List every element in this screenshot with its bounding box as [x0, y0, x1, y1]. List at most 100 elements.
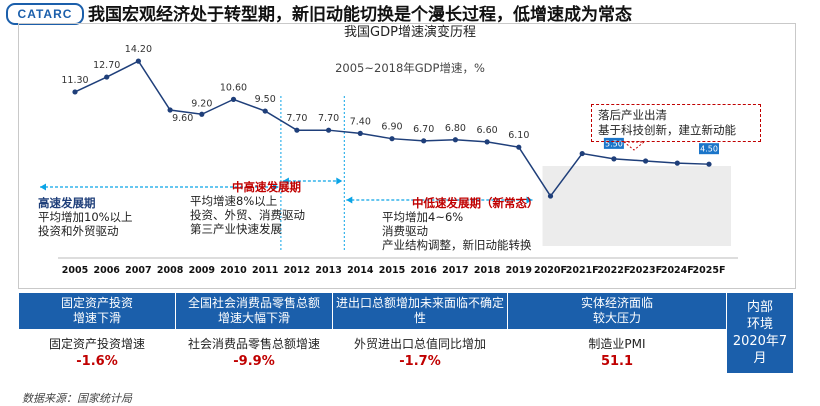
phase2-annotation: 中高速发展期 平均增速8%以上 投资、外贸、消费驱动 第三产业快速发展 — [190, 180, 305, 236]
data-label-2016: 6.70 — [413, 124, 434, 135]
x-tick-2021F: 2021F — [566, 265, 599, 276]
indicator-table: 固定资产投资 增速下滑 全国社会消费品零售总额 增速大幅下滑 进出口总额增加未来面临… — [18, 292, 794, 374]
metric-fixed-asset: 固定资产投资增速 -1.6% — [18, 329, 176, 374]
metric-label: 制造业PMI — [588, 336, 646, 351]
phase2-title: 中高速发展期 — [232, 180, 301, 194]
data-label-2025F: 4.50 — [700, 145, 718, 154]
x-tick-2005: 2005 — [62, 265, 88, 276]
phase1-line-2: 投资和外贸驱动 — [38, 224, 119, 238]
header-trade: 进出口总额增加未来面临不确定性 — [332, 292, 508, 330]
data-label-2012: 7.70 — [286, 113, 307, 124]
page-headline: 我国宏观经济处于转型期，新旧动能切换是个漫长过程，低增速成为常态 — [88, 5, 632, 25]
metric-label: 外贸进出口总值同比增加 — [353, 336, 486, 351]
catarc-logo: CATARC — [6, 3, 84, 25]
data-point-2009 — [199, 111, 205, 117]
header-fixed-asset: 固定资产投资 增速下滑 — [18, 292, 176, 330]
x-tick-2017: 2017 — [442, 265, 468, 276]
data-point-2017 — [452, 137, 458, 143]
x-tick-2018: 2018 — [474, 265, 501, 276]
forecast-shading — [542, 166, 731, 246]
data-point-2011 — [262, 108, 268, 114]
data-point-2025F — [706, 161, 712, 167]
phase2-arrow-head-left — [282, 177, 289, 185]
header-real-economy: 实体经济面临 较大压力 — [507, 292, 727, 330]
phase1-arrow-head-left — [40, 183, 46, 191]
phase3-line-3: 产业结构调整，新旧动能转换 — [382, 238, 532, 252]
callout-pointer — [622, 141, 646, 151]
x-tick-2007: 2007 — [125, 265, 151, 276]
data-point-2015 — [389, 136, 395, 142]
data-point-2023F — [643, 158, 649, 164]
metric-value: -1.6% — [76, 353, 118, 369]
metric-label: 社会消费品零售总额增速 — [187, 336, 320, 351]
data-label-2015: 6.90 — [381, 122, 402, 133]
phase3-line-2: 消费驱动 — [382, 224, 428, 238]
data-label-2017: 6.80 — [445, 123, 466, 134]
data-point-2006 — [104, 74, 110, 80]
callout-line-1: 落后产业出清 — [598, 108, 667, 122]
data-point-2022F — [611, 156, 617, 162]
data-label-box-2022F — [603, 137, 624, 149]
data-label-2008: 9.60 — [172, 113, 193, 124]
data-label-box-2025F — [699, 143, 719, 155]
data-point-2014 — [357, 130, 363, 136]
x-tick-2013: 2013 — [315, 265, 341, 276]
metric-pmi: 制造业PMI 51.1 — [507, 329, 727, 374]
data-source: 数据来源：国家统计局 — [22, 392, 132, 405]
data-label-2005: 11.30 — [61, 75, 88, 86]
data-point-2012 — [294, 127, 300, 133]
data-point-2013 — [326, 127, 332, 133]
phase3-title: 中低速发展期（新常态） — [412, 196, 539, 210]
metric-value: -9.9% — [233, 353, 275, 369]
data-point-2005 — [72, 89, 78, 95]
data-label-2011: 9.50 — [255, 94, 276, 105]
chart-title: 我国GDP增速演变历程 — [344, 24, 476, 40]
phase2-arrow-head-right — [336, 177, 343, 185]
phase3-arrow-head-left — [346, 196, 353, 204]
x-tick-2006: 2006 — [93, 265, 120, 276]
phase2-line-3: 第三产业快速发展 — [190, 222, 282, 236]
metric-trade: 外贸进出口总值同比增加 -1.7% — [332, 329, 508, 374]
phase3-arrow-head-right — [526, 196, 533, 204]
x-tick-2014: 2014 — [347, 265, 374, 276]
x-tick-2015: 2015 — [379, 265, 405, 276]
data-label-2010: 10.60 — [220, 82, 247, 93]
chart-subtitle: 2005~2018年GDP增速，% — [335, 61, 485, 75]
data-point-2020F — [547, 193, 554, 199]
metric-label: 固定资产投资增速 — [48, 336, 145, 351]
header-retail-sales: 全国社会消费品零售总额 增速大幅下滑 — [175, 292, 333, 330]
data-label-2022F: 5.50 — [605, 139, 623, 148]
data-point-2019 — [516, 144, 522, 150]
data-label-2006: 12.70 — [93, 60, 120, 71]
gdp-growth-chart: 我国GDP增速演变历程 2005~2018年GDP增速，% 11.30 12.70 14… — [40, 24, 738, 276]
data-point-2008 — [167, 107, 173, 113]
data-label-2018: 6.60 — [477, 125, 498, 136]
x-tick-2024F: 2024F — [661, 265, 694, 276]
side-label: 内部 环境 2020年7 月 — [726, 292, 794, 374]
phase1-line-1: 平均增加10%以上 — [38, 210, 133, 224]
x-tick-2010: 2010 — [220, 265, 247, 276]
data-point-2010 — [230, 96, 237, 102]
x-tick-2016: 2016 — [410, 265, 437, 276]
data-label-2013: 7.70 — [318, 113, 339, 124]
metric-retail-sales: 社会消费品零售总额增速 -9.9% — [175, 329, 333, 374]
data-label-2009: 9.20 — [191, 98, 212, 109]
phase1-title: 高速发展期 — [38, 196, 96, 210]
phase2-line-1: 平均增速8%以上 — [190, 194, 278, 208]
phase3-line-1: 平均增加4~6% — [382, 210, 464, 224]
phase3-annotation: 中低速发展期（新常态） 平均增加4~6% 消费驱动 产业结构调整，新旧动能转换 — [382, 196, 539, 252]
data-label-2014: 7.40 — [350, 116, 371, 127]
data-point-2016 — [421, 138, 427, 144]
phase1-annotation: 高速发展期 平均增加10%以上 投资和外贸驱动 — [38, 196, 133, 238]
chart-frame — [18, 23, 796, 289]
phase1-arrow-head-right — [272, 183, 279, 191]
x-tick-2022F: 2022F — [597, 265, 630, 276]
data-label-2019: 6.10 — [508, 130, 529, 141]
data-point-2021F — [579, 150, 585, 157]
x-tick-2023F: 2023F — [629, 265, 662, 276]
data-point-2024F — [674, 160, 680, 166]
forecast-callout: 落后产业出清 基于科技创新，建立新动能 — [591, 104, 761, 142]
x-tick-2020F: 2020F — [534, 265, 567, 276]
x-tick-2008: 2008 — [157, 265, 184, 276]
phase2-line-2: 投资、外贸、消费驱动 — [190, 208, 305, 222]
